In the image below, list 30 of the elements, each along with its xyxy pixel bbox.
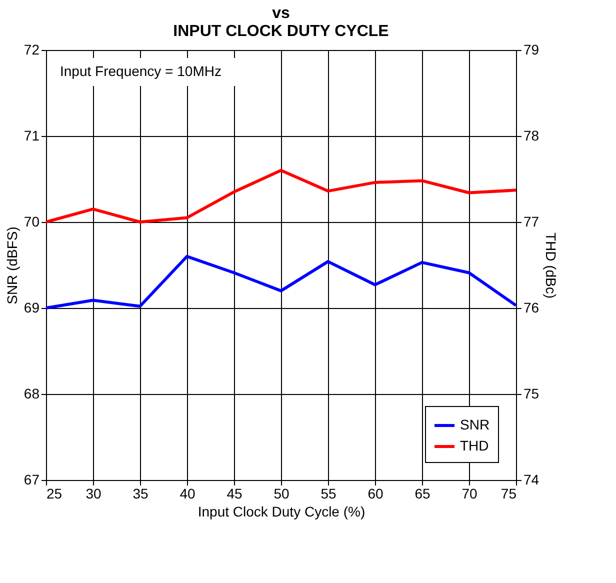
annotation: Input Frequency = 10MHz	[60, 63, 222, 79]
y-tick-label: 68	[24, 386, 40, 402]
x-tick-label: 60	[368, 486, 384, 502]
x-tick-label: 45	[226, 486, 242, 502]
y-tick-label: 70	[24, 214, 40, 230]
chart-title: vs INPUT CLOCK DUTY CYCLE	[173, 5, 390, 40]
y-axis-title: SNR (dBFS)	[4, 226, 20, 304]
x-axis-title: Input Clock Duty Cycle (%)	[198, 504, 366, 520]
x-tick-label: 40	[180, 486, 196, 502]
x-tick-label: 50	[274, 486, 290, 502]
x-tick-label: 70	[462, 486, 478, 502]
y2-tick-label: 77	[524, 214, 540, 230]
legend-label: THD	[460, 438, 489, 454]
y2-tick-label: 75	[524, 386, 540, 402]
x-tick-label: 30	[86, 486, 102, 502]
y2-axis-title: THD (dBc)	[543, 232, 560, 299]
x-tick-label: 35	[132, 486, 148, 502]
x-tick-label: 75	[500, 486, 517, 502]
y2-tick-label: 76	[524, 300, 540, 316]
y-tick-label: 69	[24, 300, 40, 316]
y2-tick-label: 74	[524, 472, 540, 488]
x-tick-label: 25	[46, 486, 62, 502]
x-tick-label: 65	[414, 486, 430, 502]
y-tick-label: 71	[24, 128, 40, 144]
y2-tick-label: 79	[524, 42, 540, 58]
y2-tick-label: 78	[524, 128, 540, 144]
y-tick-label: 67	[24, 472, 40, 488]
x-tick-label: 55	[320, 486, 336, 502]
y-tick-label: 72	[24, 42, 40, 58]
legend-label: SNR	[460, 416, 490, 432]
